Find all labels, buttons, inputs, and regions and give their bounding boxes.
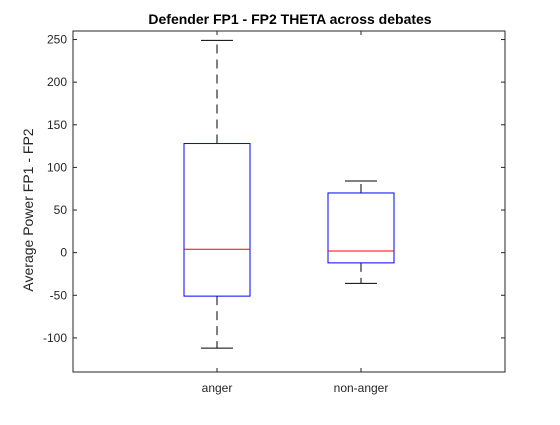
plot-frame <box>73 31 505 372</box>
chart-title: Defender FP1 - FP2 THETA across debates <box>148 11 431 27</box>
y-tick-label: 250 <box>47 33 67 47</box>
y-tick-label: 150 <box>47 118 67 132</box>
y-tick-label: 100 <box>47 160 67 174</box>
plot-area: -100 -50 0 50 100 150 200 250 anger non-anger <box>43 31 505 395</box>
y-tick-label: -100 <box>43 331 67 345</box>
y-tick-label: -50 <box>50 288 68 302</box>
y-tick-label: 50 <box>54 203 68 217</box>
y-tick-label: 200 <box>47 75 67 89</box>
box-non-anger <box>328 193 394 263</box>
box-anger <box>184 144 250 297</box>
y-tick-label: 0 <box>60 246 67 260</box>
y-axis-label: Average Power FP1 - FP2 <box>20 128 36 291</box>
x-tick-label: non-anger <box>334 381 389 395</box>
x-tick-label: anger <box>202 381 233 395</box>
